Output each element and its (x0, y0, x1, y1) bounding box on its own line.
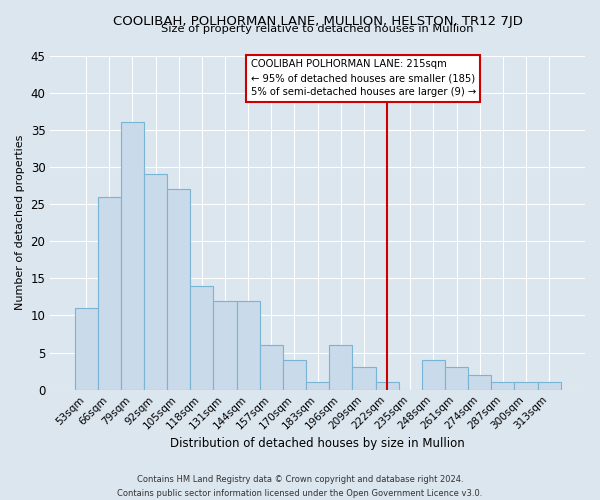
Bar (376, 382, 398, 390)
Bar (538, 382, 560, 390)
Bar (236, 300, 260, 390)
Bar (352, 368, 376, 390)
Y-axis label: Number of detached properties: Number of detached properties (15, 135, 25, 310)
Bar (468, 375, 491, 390)
Bar (514, 382, 538, 390)
Bar (329, 345, 352, 390)
Bar (260, 345, 283, 390)
Title: COOLIBAH, POLHORMAN LANE, MULLION, HELSTON, TR12 7JD: COOLIBAH, POLHORMAN LANE, MULLION, HELST… (113, 15, 523, 28)
X-axis label: Distribution of detached houses by size in Mullion: Distribution of detached houses by size … (170, 437, 465, 450)
Bar (214, 300, 236, 390)
Bar (144, 174, 167, 390)
Bar (491, 382, 514, 390)
Bar (306, 382, 329, 390)
Text: COOLIBAH POLHORMAN LANE: 215sqm
← 95% of detached houses are smaller (185)
5% of: COOLIBAH POLHORMAN LANE: 215sqm ← 95% of… (251, 60, 476, 98)
Bar (167, 189, 190, 390)
Bar (422, 360, 445, 390)
Bar (74, 308, 98, 390)
Text: Size of property relative to detached houses in Mullion: Size of property relative to detached ho… (161, 24, 474, 34)
Bar (283, 360, 306, 390)
Bar (98, 196, 121, 390)
Bar (190, 286, 214, 390)
Text: Contains HM Land Registry data © Crown copyright and database right 2024.
Contai: Contains HM Land Registry data © Crown c… (118, 476, 482, 498)
Bar (445, 368, 468, 390)
Bar (121, 122, 144, 390)
